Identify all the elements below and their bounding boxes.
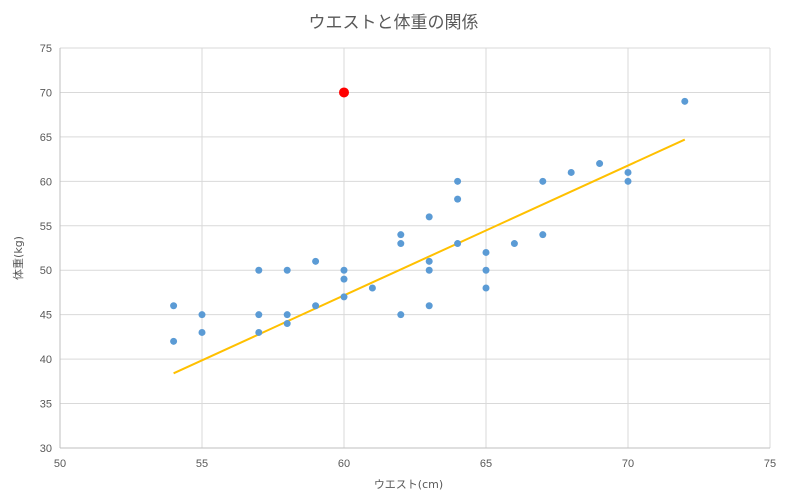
data-point (397, 231, 405, 239)
data-point (312, 302, 320, 310)
data-point (624, 168, 632, 176)
y-tick-label: 75 (40, 43, 52, 55)
data-point (255, 311, 263, 319)
y-tick-label: 45 (40, 310, 52, 322)
data-point (397, 311, 405, 319)
x-tick-label: 75 (764, 458, 776, 470)
data-points (170, 87, 689, 345)
data-point (283, 311, 291, 319)
data-point (425, 213, 433, 221)
y-tick-label: 35 (40, 399, 52, 411)
data-point (454, 177, 462, 185)
data-point (539, 231, 547, 239)
x-axis-label: ウエスト(cm) (373, 478, 444, 491)
x-tick-label: 55 (196, 458, 208, 470)
data-point (482, 266, 490, 274)
data-point (454, 240, 462, 248)
gridlines (59, 47, 771, 449)
data-point (681, 97, 689, 105)
chart-title: ウエストと体重の関係 (308, 13, 479, 33)
y-tick-label: 60 (40, 176, 52, 188)
data-point (368, 284, 376, 292)
data-point (198, 328, 206, 336)
trendline (173, 138, 686, 375)
y-tick-label: 65 (40, 132, 52, 144)
data-point (567, 168, 575, 176)
data-point (340, 275, 348, 283)
data-point (255, 328, 263, 336)
data-point (283, 266, 291, 274)
x-axis-ticks: 50 55 60 65 70 75 (54, 458, 776, 470)
data-point (425, 302, 433, 310)
data-point (425, 257, 433, 265)
data-point (255, 266, 263, 274)
data-point (198, 311, 206, 319)
data-point (340, 266, 348, 274)
data-point (510, 240, 518, 248)
x-tick-label: 50 (54, 458, 66, 470)
data-point (454, 195, 462, 203)
x-tick-label: 60 (338, 458, 350, 470)
data-point (170, 302, 178, 310)
y-tick-label: 30 (40, 443, 52, 455)
y-axis-ticks: 30 35 40 45 50 55 60 65 70 75 (40, 43, 52, 455)
data-point (624, 177, 632, 185)
data-point (482, 284, 490, 292)
outlier-point (339, 87, 349, 98)
x-tick-label: 70 (622, 458, 634, 470)
y-tick-label: 70 (40, 87, 52, 99)
y-tick-label: 50 (40, 265, 52, 277)
y-tick-label: 55 (40, 221, 52, 233)
data-point (283, 320, 291, 328)
data-point (425, 266, 433, 274)
y-tick-label: 40 (40, 354, 52, 366)
data-point (539, 177, 547, 185)
x-tick-label: 65 (480, 458, 492, 470)
data-point (596, 160, 604, 168)
data-point (170, 337, 178, 345)
data-point (397, 240, 405, 248)
data-point (312, 257, 320, 265)
data-point (340, 293, 348, 301)
data-point (482, 248, 490, 256)
